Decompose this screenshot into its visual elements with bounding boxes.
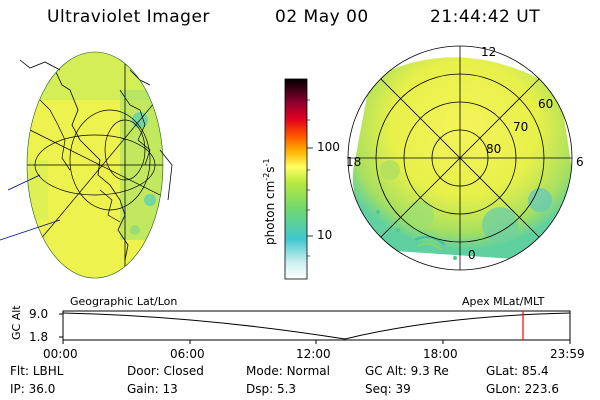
time-tick-2359: 23:59: [550, 347, 585, 361]
header-date: 02 May 00: [275, 7, 369, 27]
mlt-label-6: 6: [576, 155, 584, 169]
right-panel-caption: Apex MLat/MLT: [462, 295, 545, 308]
lat-label-70: 70: [513, 120, 529, 134]
altitude-ytick-bottom: 1.8: [29, 330, 49, 344]
status-mode: Mode: Normal: [246, 364, 330, 378]
status-door: Door: Closed: [127, 364, 204, 378]
colorbar-tick-10: 10: [317, 228, 333, 242]
left-panel-caption: Geographic Lat/Lon: [70, 295, 178, 308]
geographic-globe: [0, 51, 173, 279]
lat-label-80: 80: [486, 142, 502, 156]
apex-polar-plot: [347, 45, 573, 271]
status-glat: GLat: 85.4: [486, 364, 549, 378]
mlt-label-12: 12: [481, 45, 497, 59]
mlt-label-18: 18: [346, 155, 362, 169]
status-gc-alt: GC Alt: 9.3 Re: [365, 364, 449, 378]
mlt-label-0: 0: [468, 248, 476, 262]
colorbar-tick-100: 100: [317, 140, 340, 154]
status-gain: Gain: 13: [127, 382, 178, 396]
status-dsp: Dsp: 5.3: [246, 382, 297, 396]
app-title: Ultraviolet Imager: [47, 7, 210, 27]
lat-label-60: 60: [538, 97, 554, 111]
status-glon: GLon: 223.6: [486, 382, 559, 396]
time-tick-0000: 00:00: [43, 347, 78, 361]
altitude-ylabel: GC Alt: [10, 305, 23, 340]
colorbar-unit-label: photon cm-2s-1: [262, 158, 277, 245]
time-tick-1800: 18:00: [423, 347, 458, 361]
status-filter: Flt: LBHL: [10, 364, 64, 378]
header-time: 21:44:42 UT: [430, 7, 541, 27]
colorbar: [284, 78, 313, 280]
altitude-ytick-top: 9.0: [29, 307, 49, 321]
time-tick-0600: 06:00: [170, 347, 205, 361]
altitude-plot: [59, 310, 571, 344]
time-tick-1200: 12:00: [296, 347, 331, 361]
status-ip: IP: 36.0: [10, 382, 56, 396]
status-seq: Seq: 39: [365, 382, 411, 396]
